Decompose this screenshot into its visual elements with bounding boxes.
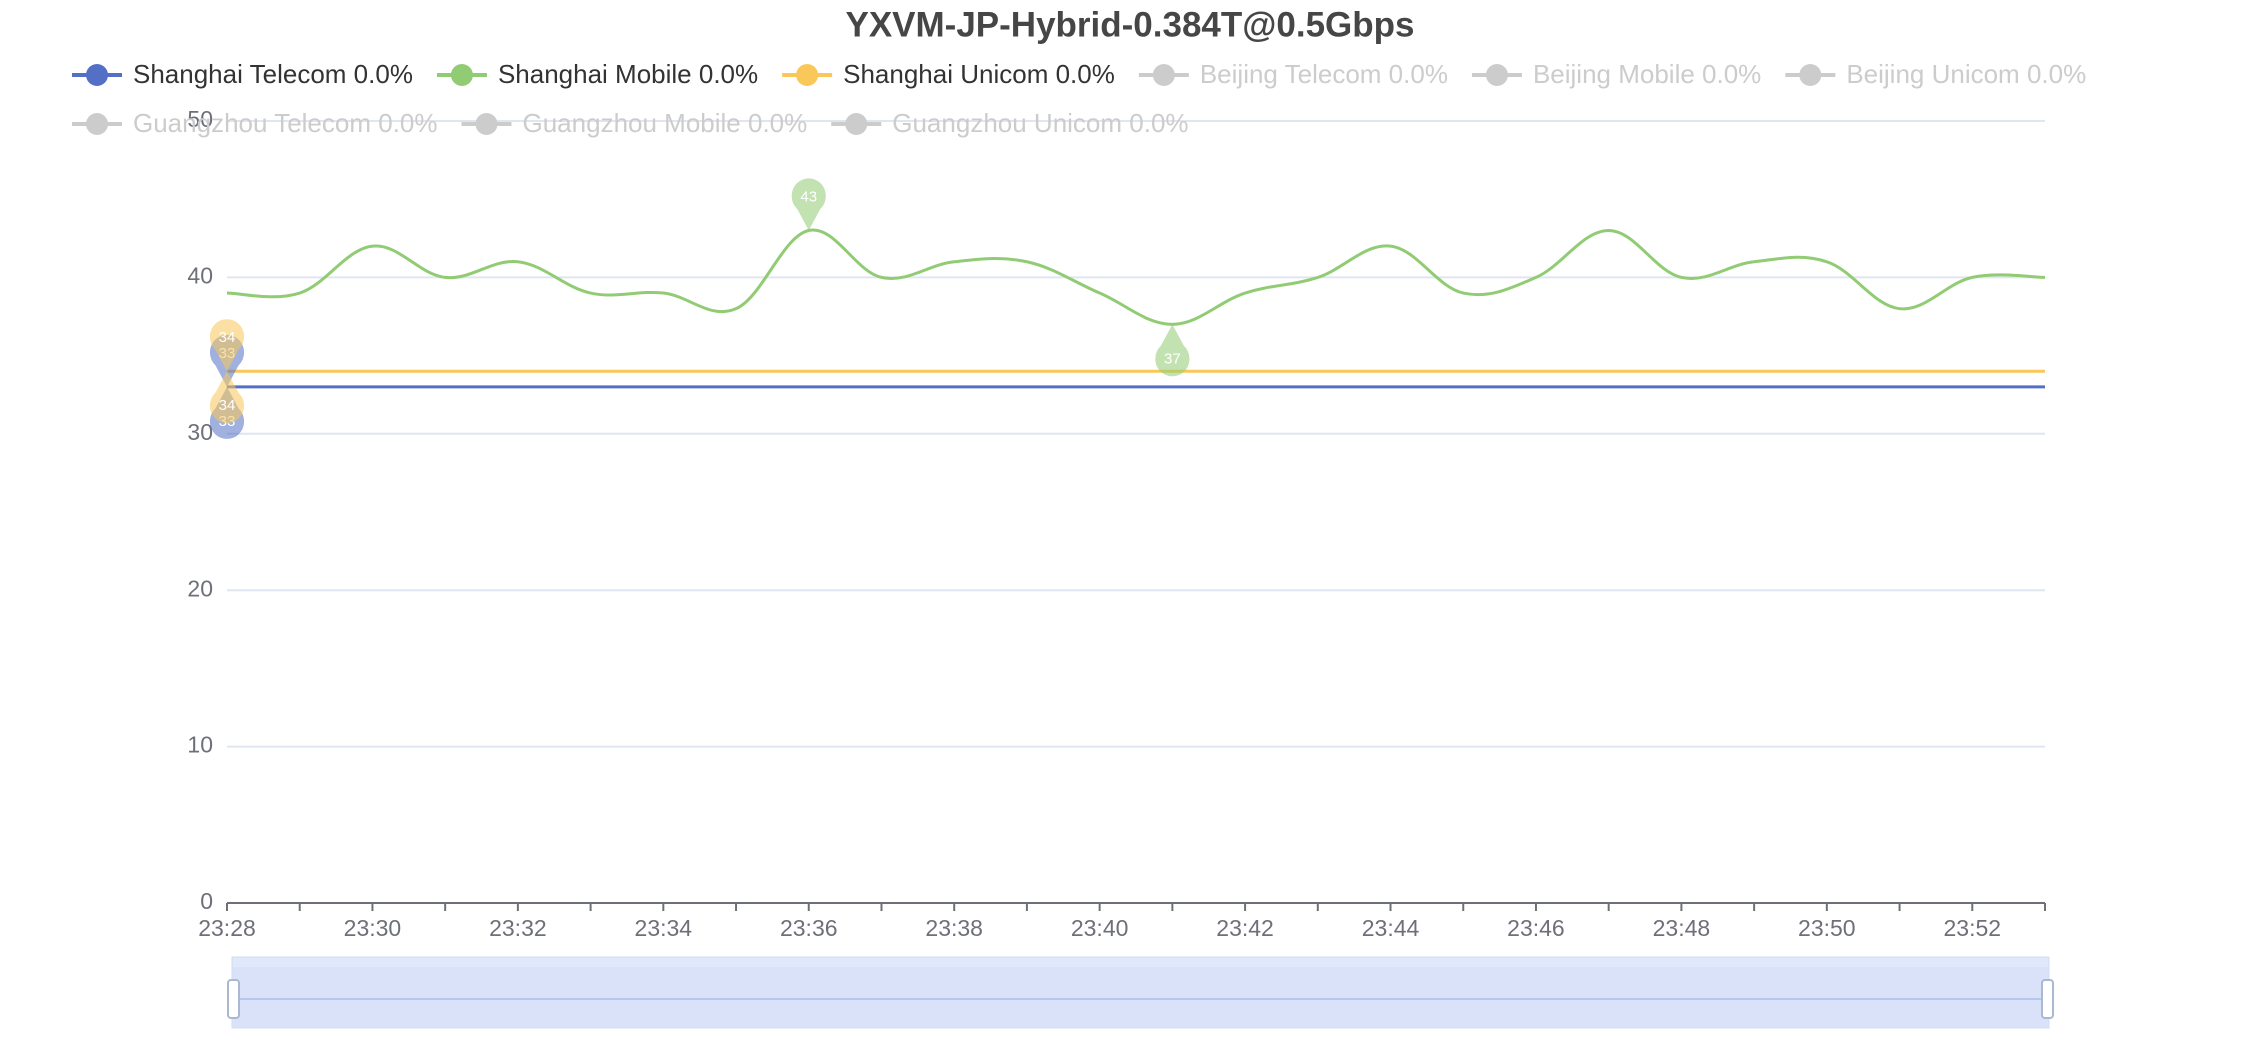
legend-icon — [796, 64, 819, 86]
mark-pin — [210, 371, 244, 424]
x-tick-label: 23:32 — [489, 915, 547, 941]
pin-label: 34 — [219, 397, 236, 414]
series-line — [226, 228, 2046, 326]
x-tick-label: 23:34 — [635, 915, 693, 941]
zoom-window[interactable] — [232, 967, 2049, 1028]
pin-label: 37 — [1164, 350, 1181, 367]
legend-item[interactable]: Guangzhou Mobile 0.0% — [461, 108, 808, 138]
pin-head — [1155, 341, 1190, 376]
legend-label: Guangzhou Mobile 0.0% — [523, 108, 808, 138]
pin-label: 43 — [800, 188, 817, 205]
x-tick-label: 23:28 — [198, 915, 256, 941]
legend-item[interactable]: Shanghai Unicom 0.0% — [782, 59, 1115, 89]
legend-item[interactable]: Shanghai Telecom 0.0% — [72, 59, 413, 89]
y-tick-label: 10 — [187, 732, 213, 758]
legend-label: Beijing Telecom 0.0% — [1200, 59, 1448, 89]
y-tick-label: 0 — [200, 888, 213, 914]
x-tick-label: 23:46 — [1507, 915, 1565, 941]
mark-pin — [1155, 324, 1190, 377]
legend-icon — [1152, 64, 1175, 86]
zoom-handle[interactable] — [227, 979, 240, 1019]
x-tick-label: 23:52 — [1943, 915, 2001, 941]
x-tick-label: 23:48 — [1653, 915, 1711, 941]
legend-icon — [1799, 64, 1822, 86]
data-zoom[interactable] — [227, 956, 2054, 1029]
legend-icon — [450, 64, 473, 86]
legend-label: Beijing Mobile 0.0% — [1533, 59, 1761, 89]
y-tick-label: 40 — [187, 262, 213, 288]
legend-label: Shanghai Unicom 0.0% — [843, 59, 1115, 89]
legend-icon — [845, 113, 868, 135]
x-tick-label: 23:50 — [1798, 915, 1856, 941]
legend-label: Shanghai Mobile 0.0% — [498, 59, 758, 89]
y-tick-label: 30 — [187, 419, 213, 445]
legend-item[interactable]: Beijing Telecom 0.0% — [1138, 59, 1448, 89]
legend-item[interactable]: Guangzhou Unicom 0.0% — [831, 108, 1189, 138]
legend-icon — [475, 113, 498, 135]
legend-item[interactable]: Guangzhou Telecom 0.0% — [72, 108, 438, 138]
legend-label: Beijing Unicom 0.0% — [1846, 59, 2086, 89]
legend-item[interactable]: Shanghai Mobile 0.0% — [436, 59, 758, 89]
legend-item[interactable]: Beijing Unicom 0.0% — [1785, 59, 2086, 89]
legend-label: Guangzhou Unicom 0.0% — [892, 108, 1188, 138]
legend-icon — [1485, 64, 1508, 86]
y-tick-label: 50 — [187, 106, 213, 132]
pin-head — [791, 179, 826, 214]
x-tick-label: 23:30 — [344, 915, 402, 941]
legend-item[interactable]: Beijing Mobile 0.0% — [1471, 59, 1761, 89]
x-tick-label: 23:44 — [1362, 915, 1420, 941]
zoom-handle[interactable] — [2041, 979, 2054, 1019]
x-tick-label: 23:36 — [780, 915, 838, 941]
legend-label: Guangzhou Telecom 0.0% — [133, 108, 438, 138]
pin-label: 34 — [219, 329, 236, 346]
pin-head — [210, 320, 244, 355]
x-tick-label: 23:38 — [925, 915, 983, 941]
mark-pin — [210, 319, 244, 372]
y-tick-label: 20 — [187, 575, 213, 601]
chart-title: YXVM-JP-Hybrid-0.384T@0.5Gbps — [845, 5, 1414, 44]
legend-icon — [86, 64, 108, 86]
pin-head — [210, 388, 244, 423]
legend-icon — [86, 113, 108, 135]
x-tick-label: 23:40 — [1071, 915, 1129, 941]
legend-label: Shanghai Telecom 0.0% — [133, 59, 413, 89]
mark-pin — [791, 178, 826, 231]
x-tick-label: 23:42 — [1216, 915, 1274, 941]
